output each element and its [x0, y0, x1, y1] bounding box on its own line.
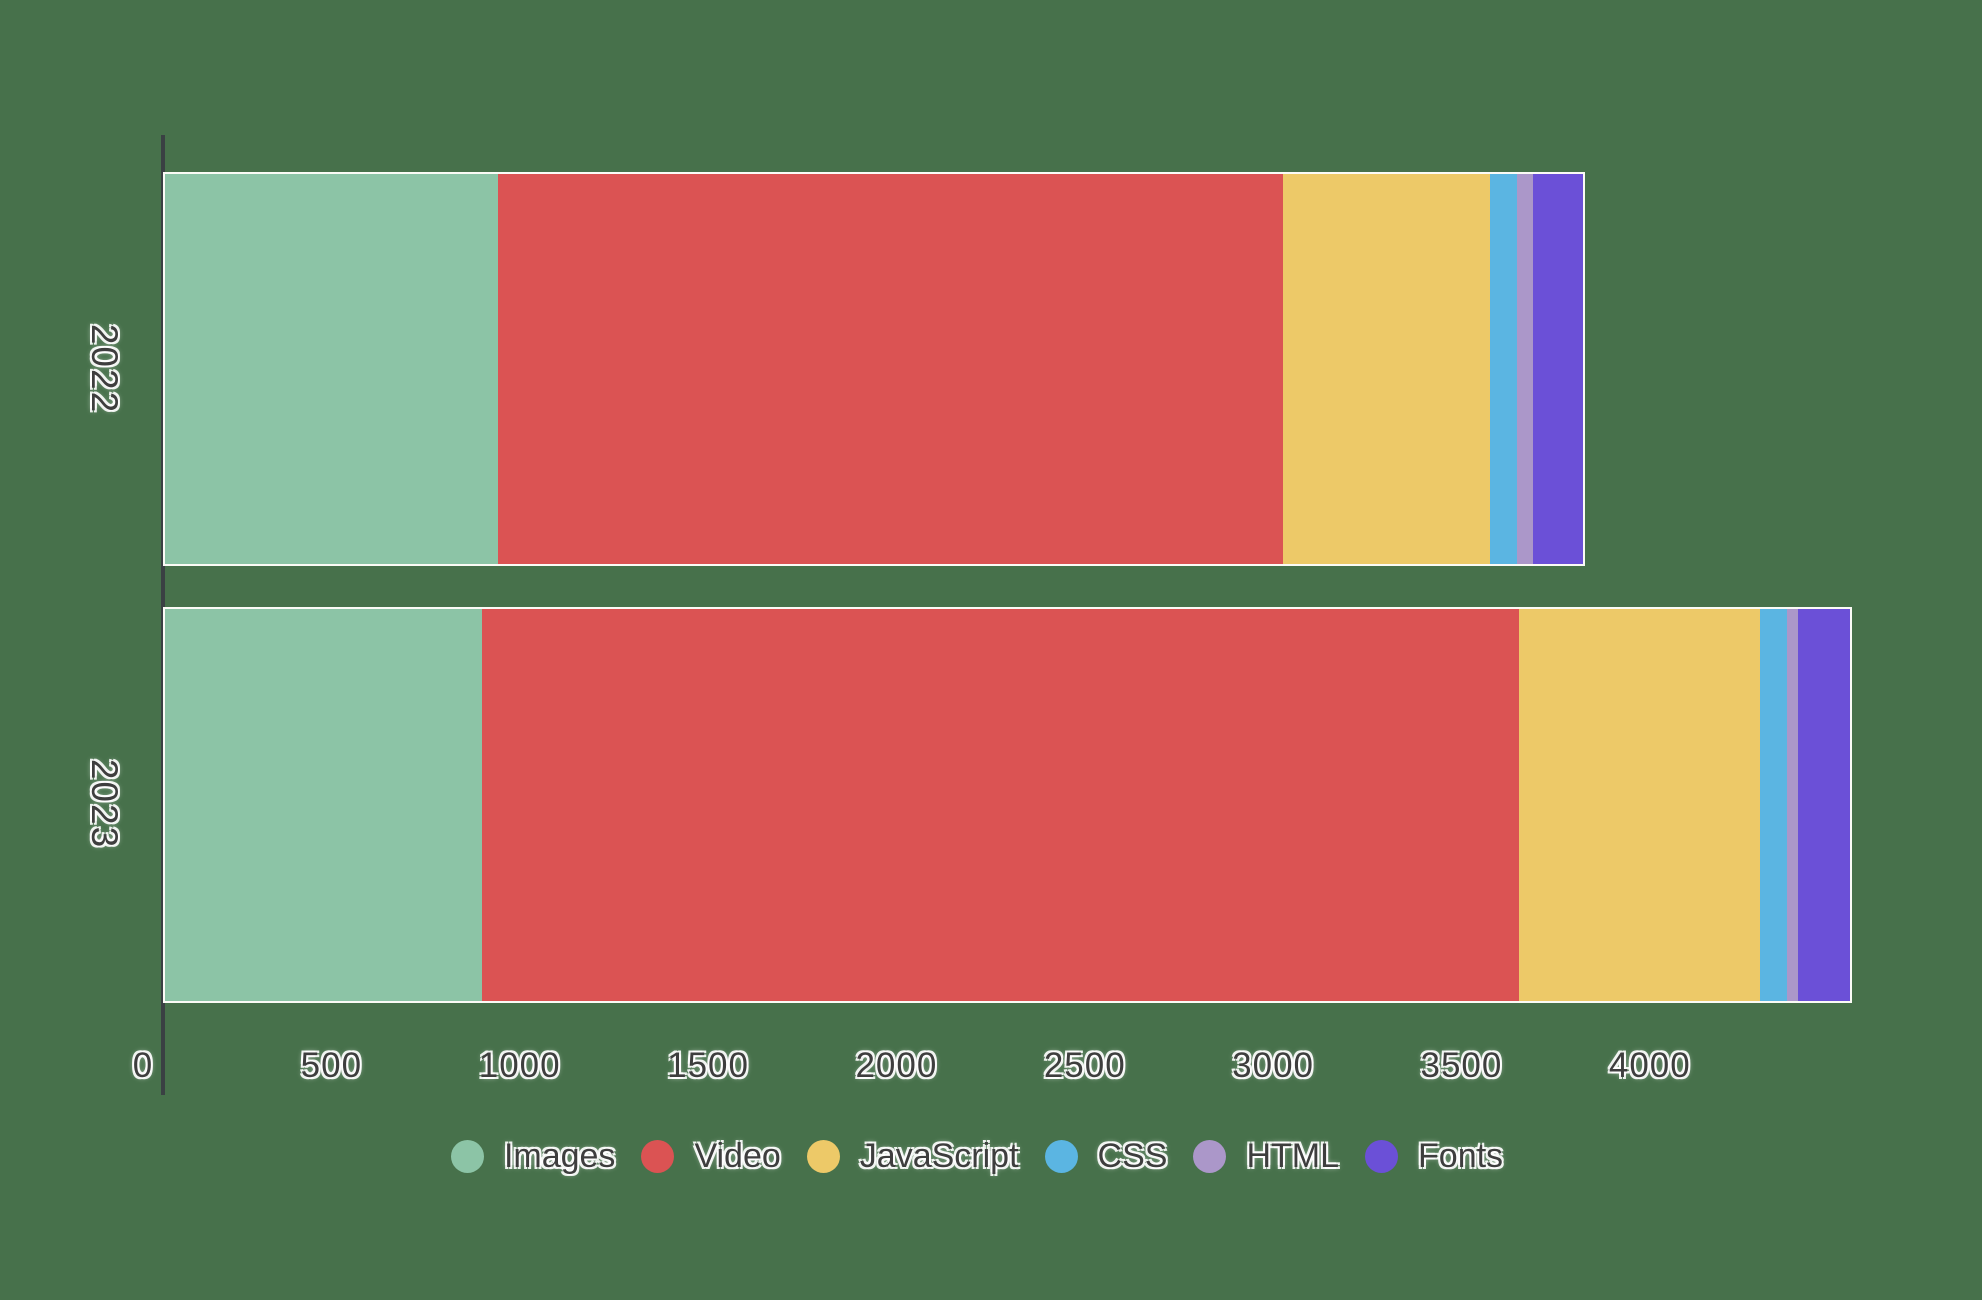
legend-swatch-html — [1193, 1140, 1227, 1173]
bar-segment-video-2022 — [497, 174, 1283, 564]
legend-label-video: Video — [694, 1137, 781, 1175]
legend-label-fonts: Fonts — [1418, 1137, 1504, 1175]
legend-label-html: HTML — [1246, 1137, 1340, 1175]
legend-item-fonts: Fonts — [1365, 1137, 1503, 1176]
x-tick-label-4000: 4000 — [1608, 1046, 1691, 1085]
x-tick-label-3500: 3500 — [1420, 1046, 1503, 1085]
chart-legend: Images Video JavaScript CSS HTML Fonts — [0, 1137, 1968, 1176]
bar-segment-html-2023 — [1786, 609, 1799, 1001]
bar-segment-video-2023 — [482, 609, 1520, 1001]
legend-swatch-images — [450, 1140, 484, 1173]
x-tick-label-2500: 2500 — [1043, 1046, 1126, 1085]
legend-item-images: Images — [450, 1137, 616, 1176]
bar-segment-fonts-2023 — [1798, 609, 1850, 1001]
bar-segment-javascript-2022 — [1282, 174, 1491, 564]
bar-segment-fonts-2022 — [1532, 174, 1583, 564]
legend-swatch-css — [1044, 1140, 1078, 1173]
legend-swatch-fonts — [1365, 1140, 1399, 1173]
bar-segment-html-2022 — [1517, 174, 1533, 564]
legend-item-javascript: JavaScript — [806, 1137, 1019, 1176]
category-label-2022: 2022 — [84, 323, 125, 415]
bar-2022 — [163, 172, 1585, 566]
legend-swatch-javascript — [806, 1140, 840, 1173]
category-label-2023: 2023 — [84, 758, 125, 850]
x-tick-label-500: 500 — [300, 1046, 363, 1085]
legend-item-css: CSS — [1044, 1137, 1168, 1176]
bar-segment-css-2022 — [1490, 174, 1518, 564]
bar-segment-images-2022 — [165, 174, 498, 564]
x-tick-label-2000: 2000 — [855, 1046, 938, 1085]
legend-label-images: Images — [503, 1137, 616, 1175]
x-tick-label-0: 0 — [132, 1046, 154, 1085]
bar-segment-javascript-2023 — [1519, 609, 1760, 1001]
bar-2023 — [163, 607, 1852, 1003]
x-tick-label-3000: 3000 — [1232, 1046, 1315, 1085]
legend-label-css: CSS — [1097, 1137, 1168, 1175]
bar-segment-css-2023 — [1759, 609, 1787, 1001]
bar-segment-images-2023 — [165, 609, 483, 1001]
legend-item-html: HTML — [1193, 1137, 1339, 1176]
x-tick-label-1500: 1500 — [667, 1046, 749, 1085]
legend-item-video: Video — [641, 1137, 781, 1176]
legend-label-javascript: JavaScript — [859, 1137, 1019, 1175]
x-tick-label-1000: 1000 — [478, 1046, 561, 1085]
legend-swatch-video — [641, 1140, 675, 1173]
